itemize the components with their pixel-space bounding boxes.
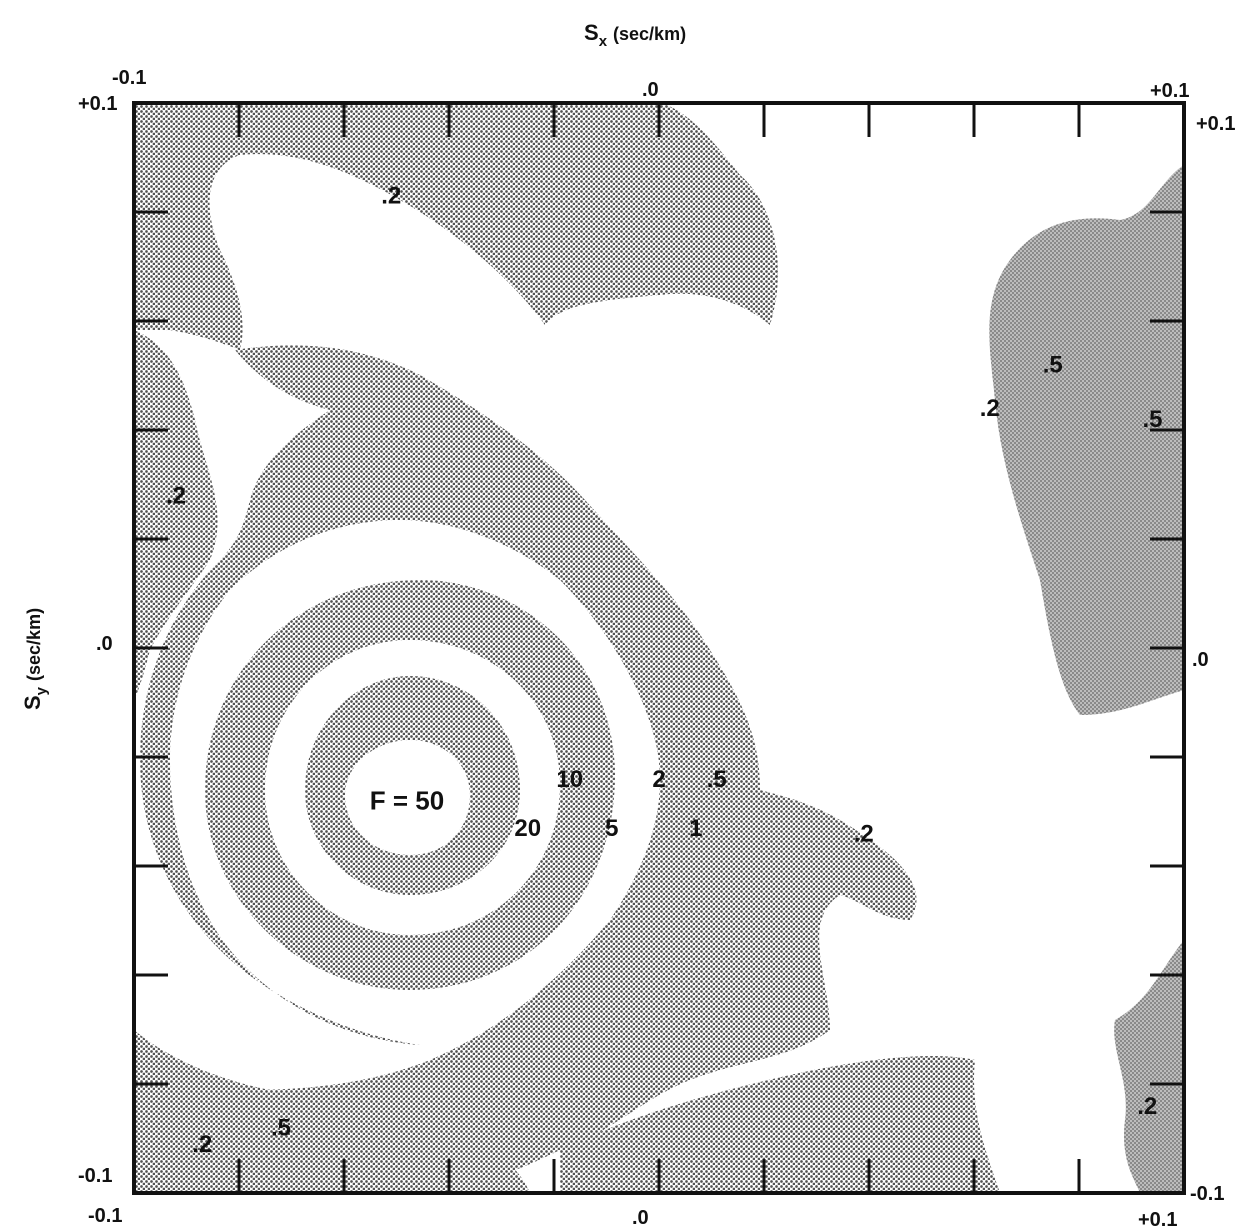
- contour-label-7: .2: [381, 183, 401, 210]
- contour-label-1: 20: [514, 815, 541, 842]
- y-tick-label-top-right: +0.1: [1196, 113, 1235, 135]
- contour-label-12: .2: [192, 1131, 212, 1158]
- band-outer-ring: [134, 345, 917, 1193]
- x-axis-title: Sx (sec/km): [584, 20, 686, 50]
- contour-label-2: 5: [605, 815, 618, 842]
- contour-label-9: .2: [980, 395, 1000, 422]
- x-tick-label-bottom-mid: .0: [632, 1207, 649, 1229]
- contour-label-4: 1: [689, 815, 702, 842]
- band-ring-2: [205, 580, 615, 990]
- contour-bands: [134, 103, 1184, 1193]
- x-tick-label-top-right: +0.1: [1150, 80, 1189, 102]
- x-tick-label-bottom-right: +0.1: [1138, 1209, 1177, 1231]
- x-tick-label-top-left: -0.1: [112, 67, 146, 89]
- contour-label-0: 10: [556, 766, 583, 793]
- contour-label-6: .2: [854, 820, 874, 847]
- y-tick-label-top-left: +0.1: [78, 93, 117, 115]
- band-lower-right: [1114, 940, 1184, 1193]
- tick-marks: [132, 101, 1186, 1195]
- band-left-edge: [134, 330, 218, 700]
- band-lower-left: [134, 1030, 530, 1193]
- y-tick-label-mid-right: .0: [1192, 649, 1209, 671]
- contour-label-10: .5: [1043, 352, 1063, 379]
- x-tick-label-top-mid: .0: [642, 79, 659, 101]
- y-tick-label-mid-left: .0: [96, 633, 113, 655]
- peak-label: F = 50: [370, 786, 444, 816]
- band-top-left: [134, 103, 779, 350]
- contour-label-11: .5: [1142, 406, 1162, 433]
- band-ring-10: [305, 676, 520, 895]
- x-tick-label-bottom-left: -0.1: [88, 1205, 122, 1227]
- band-right-upper: [989, 165, 1184, 715]
- contour-label-3: 2: [652, 766, 665, 793]
- contour-label-5: .5: [707, 766, 727, 793]
- band-bottom-center: [560, 1055, 1000, 1193]
- contour-label-13: .5: [271, 1115, 291, 1142]
- contour-label-14: .2: [1137, 1093, 1157, 1120]
- y-axis-title: Sy(sec/km): [20, 608, 50, 710]
- y-tick-label-bottom-left: -0.1: [78, 1165, 112, 1187]
- y-tick-label-bottom-right: -0.1: [1190, 1183, 1224, 1205]
- contour-label-8: .2: [166, 482, 186, 509]
